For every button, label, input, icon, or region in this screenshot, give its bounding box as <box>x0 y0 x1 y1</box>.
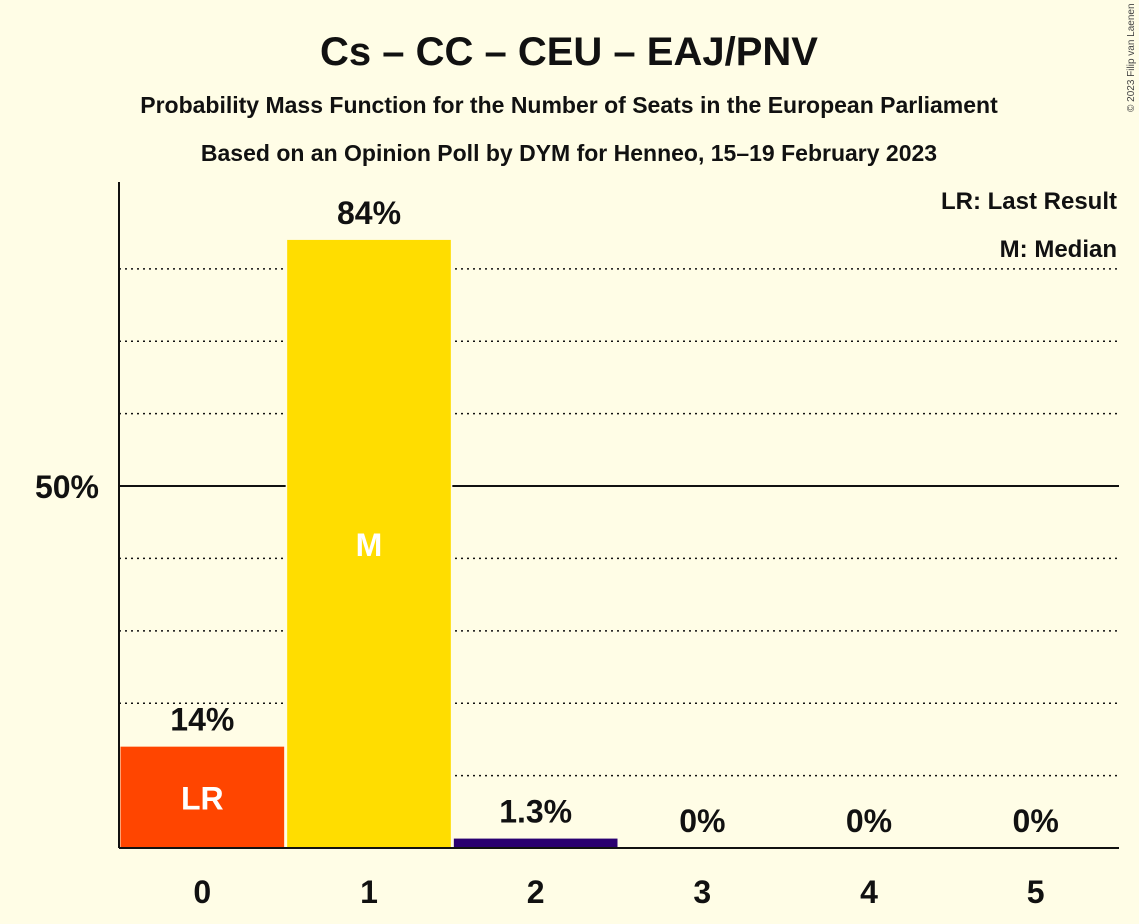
x-tick-label: 1 <box>360 874 378 910</box>
value-label-1: 84% <box>337 195 401 231</box>
legend-median: M: Median <box>1000 236 1117 263</box>
chart-subtitle-1: Probability Mass Function for the Number… <box>140 92 998 118</box>
copyright-notice: © 2023 Filip van Laenen <box>1126 3 1137 112</box>
grid-layer <box>119 268 1119 777</box>
labels-layer: 50% 14% LR 0 84% M 1 1.3% 2 0% 3 0% 4 0% 5 <box>35 195 1059 910</box>
legend-last-result: LR: Last Result <box>941 188 1117 215</box>
chart-subtitle-2: Based on an Opinion Poll by DYM for Henn… <box>201 140 937 166</box>
x-tick-label: 4 <box>860 874 878 910</box>
bar-marker-m: M <box>356 527 383 563</box>
bar-marker-lr: LR <box>181 780 224 816</box>
chart-title: Cs – CC – CEU – EAJ/PNV <box>320 30 818 74</box>
y-tick-label: 50% <box>35 469 99 505</box>
x-tick-label: 3 <box>693 874 711 910</box>
value-label-4: 0% <box>846 803 892 839</box>
value-label-0: 14% <box>170 702 234 738</box>
bar-1 <box>287 239 451 849</box>
bar-0 <box>120 746 285 848</box>
x-tick-label: 5 <box>1027 874 1045 910</box>
value-label-5: 0% <box>1013 803 1059 839</box>
x-tick-label: 0 <box>193 874 211 910</box>
bars-layer <box>119 237 619 849</box>
x-tick-label: 2 <box>527 874 545 910</box>
bar-2 <box>453 838 618 848</box>
value-label-2: 1.3% <box>499 794 572 830</box>
value-label-3: 0% <box>679 803 725 839</box>
